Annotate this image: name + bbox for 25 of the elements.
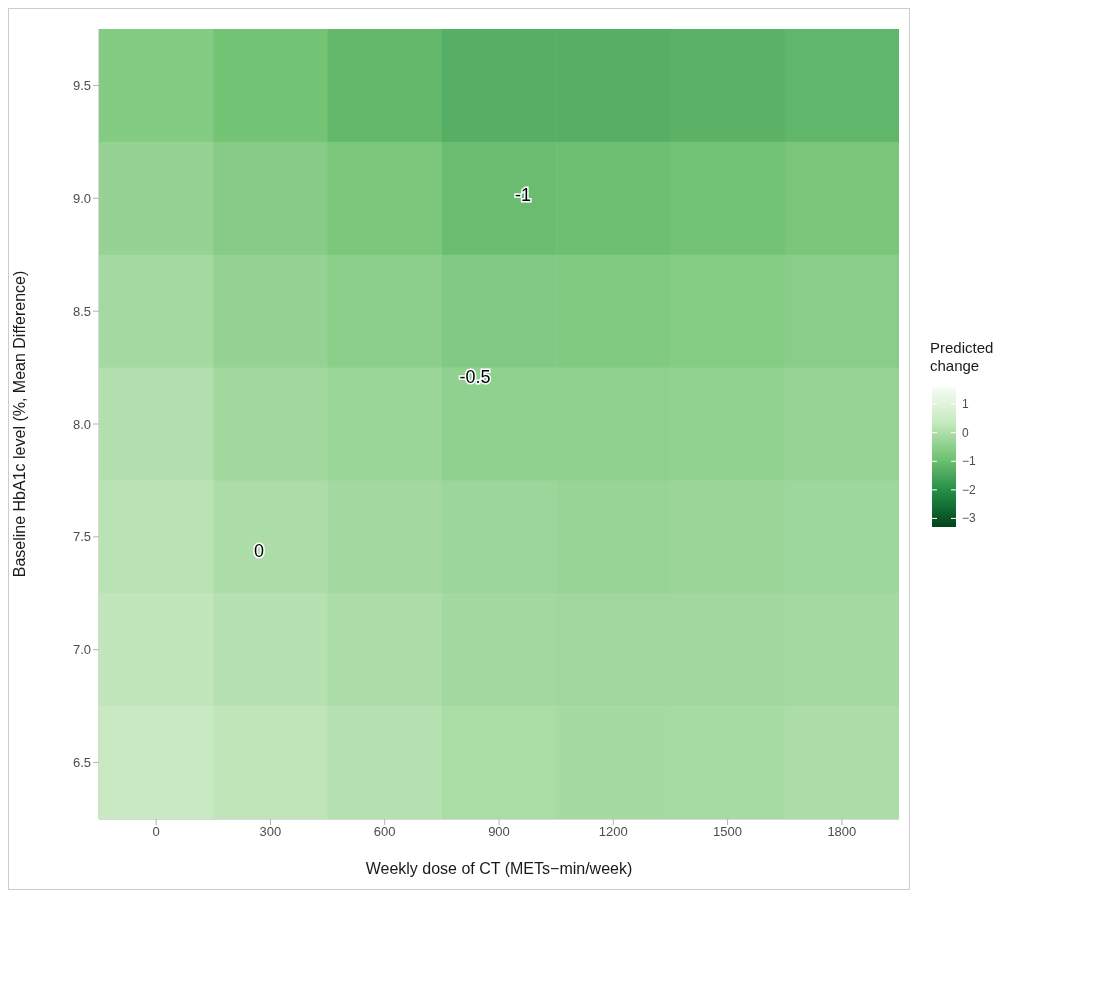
color-bar-label: −2 xyxy=(962,482,977,497)
y-tick-label: 6.5 xyxy=(72,755,91,771)
x-axis-title: Weekly dose of CT (METs−min/week) xyxy=(365,860,633,877)
color-bar-label: 0 xyxy=(962,425,969,440)
y-tick-label: 9.0 xyxy=(72,190,91,206)
x-tick-label: 0 xyxy=(152,824,160,840)
x-tick-label: 1500 xyxy=(713,824,743,840)
y-tick-label: 7.5 xyxy=(72,529,91,545)
annotation: 0 xyxy=(253,540,265,561)
color-bar-label: 1 xyxy=(962,397,969,412)
y-tick-label: 7.0 xyxy=(72,642,91,658)
y-axis-title: Baseline HbA1c level (%, Mean Difference) xyxy=(10,270,28,578)
y-tick-label: 8.0 xyxy=(72,416,91,432)
y-tick-label: 9.5 xyxy=(72,78,91,94)
annotation: -1 xyxy=(514,185,532,206)
color-bar-label: −3 xyxy=(962,511,977,526)
x-tick-label: 300 xyxy=(259,824,282,840)
annotation: -0.5 xyxy=(459,366,491,387)
color-bar-label: −1 xyxy=(962,454,977,469)
x-tick-label: 600 xyxy=(373,824,396,840)
x-tick-label: 1200 xyxy=(598,824,628,840)
x-tick-label: 1800 xyxy=(827,824,857,840)
x-tick-label: 900 xyxy=(488,824,510,840)
y-tick-label: 8.5 xyxy=(72,303,91,319)
color-bar-title: Predicted change xyxy=(930,339,994,374)
